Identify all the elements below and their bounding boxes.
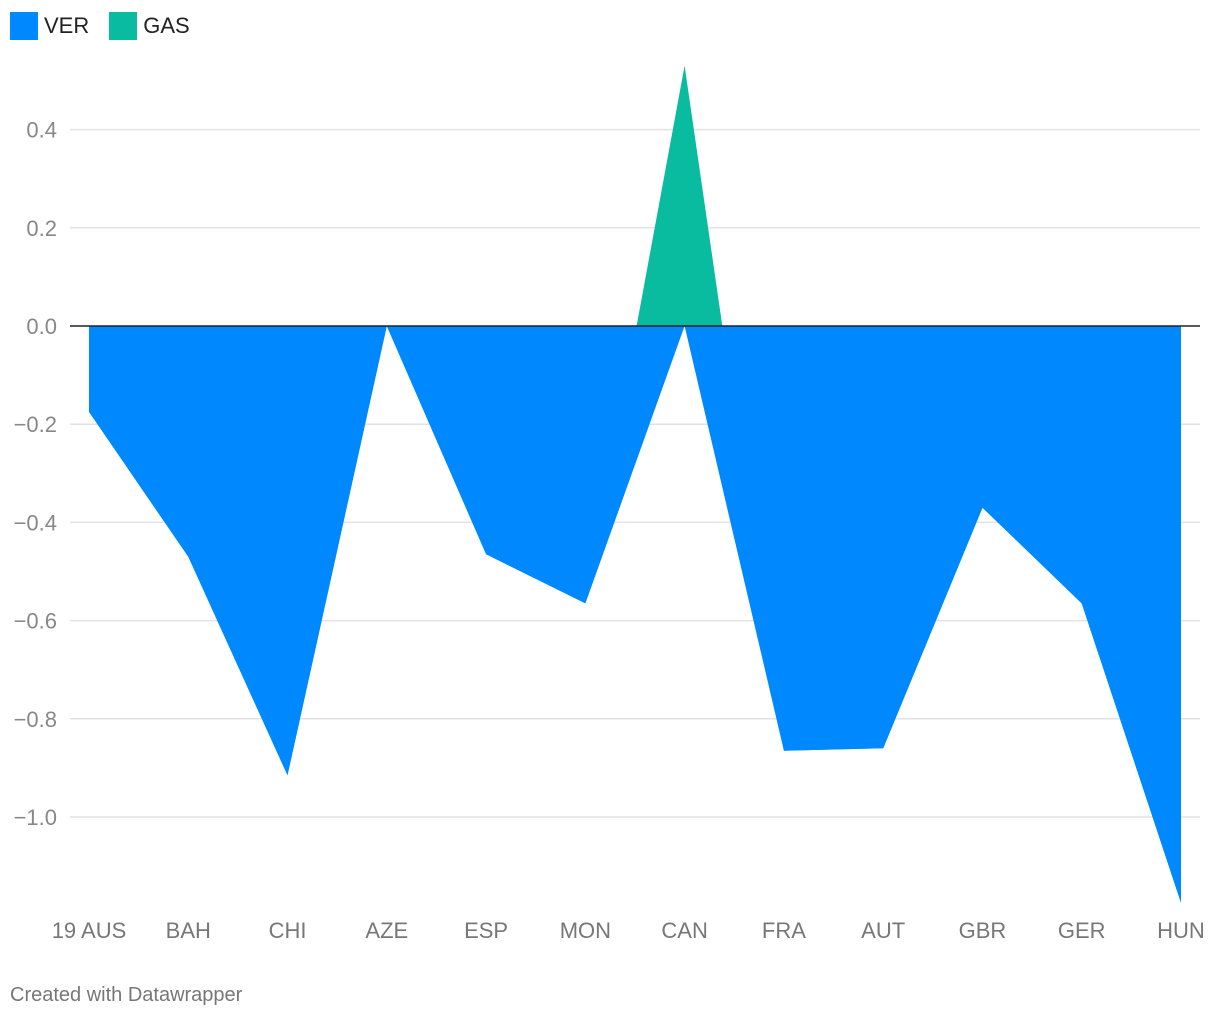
x-tick-label: CAN xyxy=(661,918,707,943)
y-tick-label: 0.2 xyxy=(26,216,57,241)
x-tick-label: ESP xyxy=(464,918,508,943)
legend-label-ver: VER xyxy=(44,13,90,38)
legend-item-gas[interactable]: GAS xyxy=(109,12,190,40)
y-tick-label: −0.6 xyxy=(14,609,57,634)
x-tick-label: BAH xyxy=(166,918,211,943)
x-tick-label: FRA xyxy=(762,918,806,943)
y-tick-label: −0.8 xyxy=(14,707,57,732)
x-tick-label: AUT xyxy=(861,918,905,943)
y-tick-label: −0.4 xyxy=(14,510,57,535)
x-tick-label: GER xyxy=(1058,918,1106,943)
legend-item-ver[interactable]: VER xyxy=(10,12,89,40)
credit-text: Created with Datawrapper xyxy=(10,984,243,1006)
x-tick-label: MON xyxy=(560,918,611,943)
x-tick-label: GBR xyxy=(959,918,1007,943)
legend-label-gas: GAS xyxy=(143,13,190,38)
x-tick-label: CHI xyxy=(269,918,307,943)
y-tick-label: −1.0 xyxy=(14,805,57,830)
y-tick-label: 0.4 xyxy=(26,118,57,143)
legend-swatch-ver xyxy=(10,12,38,40)
y-tick-label: 0.0 xyxy=(26,314,57,339)
x-tick-label: 19 AUS xyxy=(52,918,127,943)
x-tick-label: AZE xyxy=(365,918,408,943)
area-series-ver xyxy=(89,326,1181,903)
y-tick-label: −0.2 xyxy=(14,412,57,437)
legend: VER GAS xyxy=(10,12,210,40)
legend-swatch-gas xyxy=(109,12,138,40)
x-tick-label: HUN xyxy=(1157,918,1205,943)
